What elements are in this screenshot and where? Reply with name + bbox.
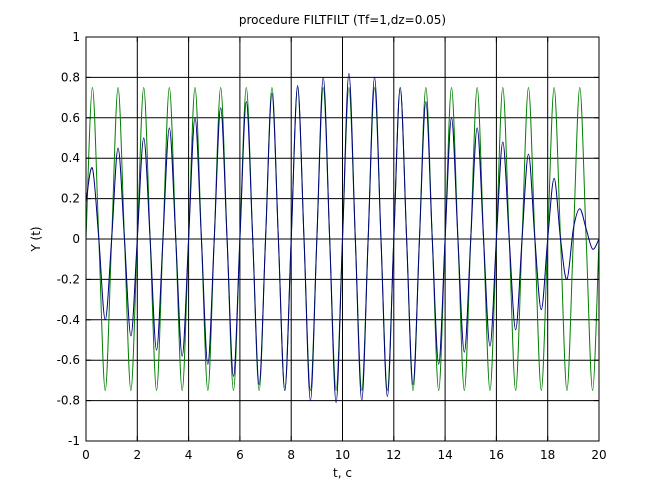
- y-tick-label: -1: [68, 434, 80, 448]
- series-line-1: [85, 72, 600, 404]
- x-tick-label: 18: [540, 448, 555, 462]
- x-tick-label: 2: [133, 448, 141, 462]
- x-tick-label: 12: [386, 448, 401, 462]
- x-tick-label: 6: [236, 448, 244, 462]
- axes: 0 2 4 6 8 10 12 14 16 18 20 -1 -0.8 -0.6 -0.4 -0.2 0 0.2 0…: [57, 30, 607, 462]
- y-tick-label: -0.8: [57, 394, 80, 408]
- y-tick-label: -0.2: [57, 272, 80, 286]
- x-tick-label: 8: [287, 448, 295, 462]
- y-tick-label: 1: [72, 30, 80, 44]
- x-tick-label: 4: [185, 448, 193, 462]
- series-layer: [85, 72, 600, 404]
- x-tick-label: 14: [437, 448, 452, 462]
- y-tick-label: -0.6: [57, 353, 80, 367]
- y-tick-label: -0.4: [57, 313, 80, 327]
- y-tick-label: 0.8: [61, 70, 80, 84]
- y-tick-label: 0.4: [61, 151, 80, 165]
- y-tick-label: 0.6: [61, 111, 80, 125]
- x-tick-label: 16: [489, 448, 504, 462]
- x-tick-label: 0: [82, 448, 90, 462]
- y-tick-label: 0: [72, 232, 80, 246]
- x-tick-label: 10: [335, 448, 350, 462]
- y-tick-label: 0.2: [61, 192, 80, 206]
- x-axis-label: t, c: [333, 466, 352, 480]
- x-tick-label: 20: [591, 448, 606, 462]
- chart-title: procedure FILTFILT (Tf=1,dz=0.05): [239, 13, 446, 27]
- y-axis-label: Y (t): [29, 226, 43, 252]
